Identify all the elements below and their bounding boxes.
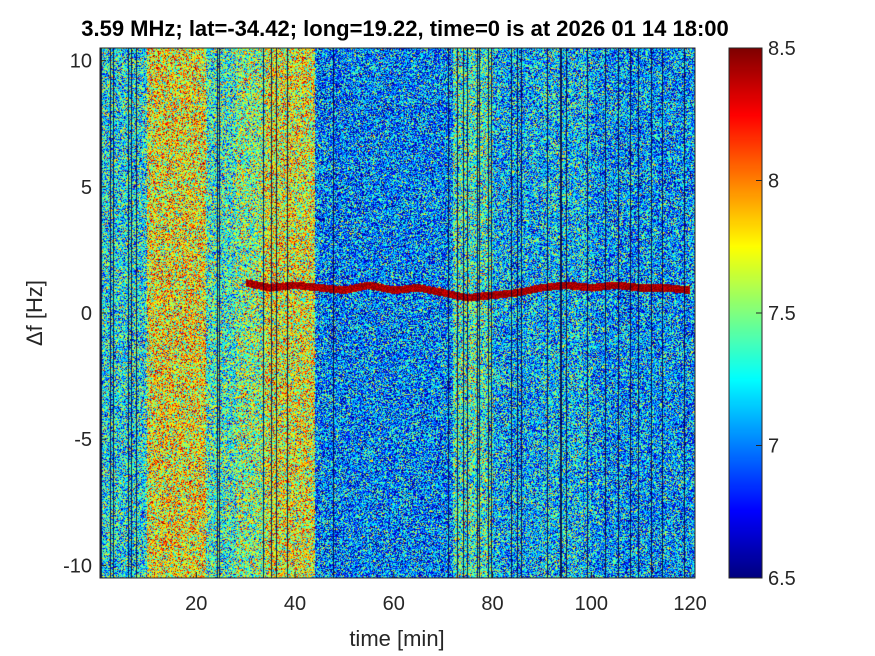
colorbar-tick-label: 7: [768, 436, 779, 458]
y-tick-label: 0: [81, 303, 92, 325]
x-tick-label: 20: [185, 593, 207, 615]
x-axis-label: time [min]: [349, 626, 444, 651]
y-tick-label: 10: [70, 51, 92, 73]
colorbar-ticks: 6.5 7 7.5 8 8.5: [756, 38, 796, 590]
heatmap-container: [100, 48, 695, 578]
y-tick-label: -5: [74, 429, 92, 451]
plot-area: [99, 47, 696, 579]
x-tick-label: 60: [383, 593, 405, 615]
colorbar-tick-label: 6.5: [768, 568, 796, 590]
x-tick-label: 100: [575, 593, 608, 615]
y-axis-label: Δf [Hz]: [22, 280, 47, 346]
x-tick-label: 80: [481, 593, 503, 615]
y-tick-label: -10: [63, 555, 92, 577]
colorbar-tick-label: 8.5: [768, 38, 796, 60]
colorbar-tick-label: 7.5: [768, 303, 796, 325]
heatmap-image: [100, 48, 695, 578]
chart-title: 3.59 MHz; lat=-34.42; long=19.22, time=0…: [81, 16, 729, 41]
x-tick-label: 120: [673, 593, 706, 615]
y-axis: -10 -5 0 5 10: [63, 51, 106, 577]
x-tick-label: 40: [284, 593, 306, 615]
x-axis: 20 40 60 80 100 120: [185, 572, 707, 615]
colorbar: 6.5 7 7.5 8 8.5: [728, 38, 796, 590]
y-tick-label: 5: [81, 177, 92, 199]
colorbar-tick-label: 8: [768, 171, 779, 193]
